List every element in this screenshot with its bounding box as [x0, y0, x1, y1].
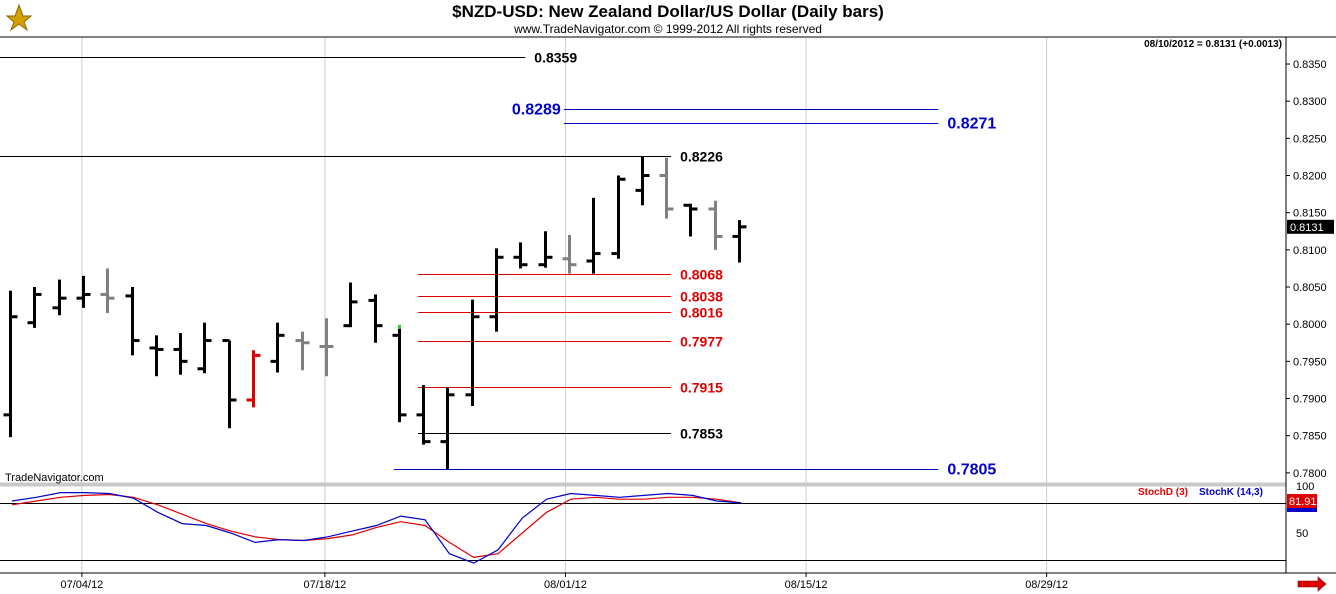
y-tick-label: 0.8000 [1293, 319, 1327, 331]
signal-marker [398, 324, 401, 329]
stoch-value-box-k [1287, 508, 1317, 512]
ohlc-bar [197, 322, 212, 374]
ohlc-bar [465, 299, 480, 406]
last-price-label: 0.8131 [1290, 222, 1324, 234]
y-tick-label: 0.8050 [1293, 282, 1327, 294]
ohlc-bar [76, 275, 91, 308]
level-label: 0.8289 [512, 102, 561, 119]
ohlc-bar [635, 156, 650, 206]
level-label: 0.8271 [947, 116, 996, 133]
x-tick-label: 07/04/12 [60, 579, 103, 591]
ohlc-bar [683, 203, 698, 237]
stoch-legend-d: StochD (3) [1138, 487, 1188, 498]
y-tick-label: 0.8100 [1293, 245, 1327, 257]
ohlc-bar [270, 322, 285, 373]
last-price-box [1287, 219, 1334, 234]
level-label: 0.8038 [680, 289, 723, 305]
ohlc-bar [416, 385, 431, 445]
y-tick-label: 0.7950 [1293, 356, 1327, 368]
x-tick-label: 08/01/12 [544, 579, 587, 591]
level-label: 0.7977 [680, 334, 723, 350]
stoch-y-tick-label: 50 [1296, 528, 1308, 540]
stoch-line-d [11, 493, 742, 559]
ohlc-bar [3, 290, 18, 438]
ohlc-bar [732, 220, 747, 263]
stoch-last-value: 81.91 [1289, 496, 1317, 508]
x-tick-label: 08/29/12 [1025, 579, 1068, 591]
stochastic-panel: StochD (3) StochK (14,3) [0, 485, 1286, 564]
y-tick-label: 0.8200 [1293, 171, 1327, 183]
ohlc-bar [659, 157, 674, 219]
ohlc-bar [27, 287, 42, 328]
ohlc-bar [246, 350, 261, 408]
x-tick-label: 08/15/12 [785, 579, 828, 591]
stoch-legend-k: StochK (14,3) [1199, 487, 1263, 498]
ohlc-bar [149, 335, 164, 377]
ohlc-bar [513, 242, 528, 269]
level-label: 0.7805 [947, 462, 996, 479]
chart-title: $NZD-USD: New Zealand Dollar/US Dollar (… [452, 2, 884, 21]
stoch-value-box [1287, 494, 1317, 508]
ohlc-bar [295, 331, 310, 371]
y-tick-label: 0.8250 [1293, 133, 1327, 145]
ohlc-bar [319, 318, 334, 377]
ohlc-bar [343, 282, 358, 328]
ohlc-bar [368, 294, 383, 343]
scroll-right-arrow-icon [1297, 576, 1327, 592]
x-tick-label: 07/18/12 [303, 579, 346, 591]
y-tick-label: 0.8350 [1293, 59, 1327, 71]
ohlc-bar [586, 197, 601, 274]
trade-navigator-logo-icon [4, 2, 34, 32]
price-panel: 0.8359 0.8289 0.8271 0.8226 0.8068 0.80380.80… [0, 38, 1048, 573]
ohlc-bar [100, 268, 115, 314]
watermark-text: TradeNavigator.com [5, 472, 104, 484]
y-tick-label: 0.7850 [1293, 431, 1327, 443]
level-label: 0.7853 [680, 426, 723, 442]
stoch-y-tick-label: 100 [1296, 481, 1314, 493]
y-tick-label: 0.7800 [1293, 468, 1327, 480]
ohlc-bar [392, 327, 407, 423]
ohlc-bar [173, 333, 188, 375]
ohlc-bar [125, 287, 140, 356]
last-quote-text: 08/10/2012 = 0.8131 (+0.0013) [1144, 39, 1282, 50]
axes: 07/04/12 07/18/12 08/01/12 08/15/12 08/29/12… [0, 36, 1336, 592]
level-label: 0.8068 [680, 267, 723, 283]
ohlc-bar [708, 200, 723, 250]
ohlc-bar [440, 387, 455, 470]
ohlc-bar [489, 248, 504, 332]
chart-subtitle: www.TradeNavigator.com © 1999-2012 All r… [514, 22, 822, 36]
ohlc-bar [538, 231, 553, 268]
ohlc-bar [222, 339, 237, 429]
level-label: 0.8359 [534, 50, 577, 66]
y-tick-label: 0.8150 [1293, 208, 1327, 220]
y-tick-label: 0.7900 [1293, 394, 1327, 406]
ohlc-bar [562, 234, 577, 274]
ohlc-bar [611, 175, 626, 259]
level-label: 0.7915 [680, 380, 723, 396]
stoch-line-k [11, 492, 742, 564]
level-label: 0.8016 [680, 305, 723, 321]
y-tick-label: 0.8300 [1293, 96, 1327, 108]
level-label: 0.8226 [680, 149, 723, 165]
ohlc-bar [52, 279, 67, 316]
